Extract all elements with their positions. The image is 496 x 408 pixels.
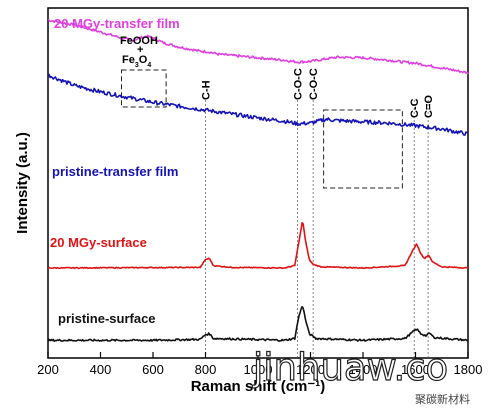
- guide-lines: [205, 100, 429, 358]
- peak-labels: C-H C-O-C C-O-C C-C C=O: [201, 68, 436, 118]
- series-label-pristine-transfer-film: pristine-transfer film: [52, 164, 178, 179]
- x-tick-label-400: 400: [90, 362, 112, 377]
- series-label-pristine-surface: pristine-surface: [58, 311, 156, 326]
- x-tick-label-800: 800: [195, 362, 217, 377]
- series-label-20mgy-transfer-film: 20 MGy-transfer film: [54, 16, 180, 31]
- x-tick-label-1400: 1400: [349, 362, 378, 377]
- watermark-text: jinhuaw.co: [252, 346, 448, 389]
- series-layer: [47, 19, 469, 342]
- highlight-box-0: [121, 69, 167, 108]
- plot-frame: [47, 7, 469, 359]
- x-tick-label-200: 200: [37, 362, 59, 377]
- series-line-3: [47, 305, 469, 342]
- peak-label-3: C-C: [409, 98, 421, 118]
- highlight-boxes: [121, 69, 403, 189]
- highlight-box-1: [323, 109, 403, 189]
- x-tick-label-1800: 1800: [454, 362, 483, 377]
- series-line-1: [47, 73, 469, 136]
- annotation-plus: +: [137, 44, 143, 56]
- annotation-fe3o4: Fe3O4: [122, 54, 151, 69]
- series-line-2: [47, 222, 469, 270]
- x-tick-label-600: 600: [142, 362, 164, 377]
- annotation-feooh: FeOOH: [120, 35, 158, 47]
- peak-label-4: C=O: [423, 95, 435, 118]
- watermark-small-text: 聚碳新材料: [415, 392, 470, 406]
- peak-label-2: C-O-C: [308, 68, 320, 100]
- series-label-20mgy-surface: 20 MGy-surface: [50, 235, 147, 250]
- x-axis-tick-labels: 200 400 600 800 1000 1200 1400 1600 1800: [37, 362, 482, 377]
- x-axis-title: Raman shift (cm⁻¹): [191, 378, 326, 395]
- y-axis-title: Intensity (a.u.): [14, 132, 31, 234]
- peak-label-1: C-O-C: [292, 68, 304, 100]
- peak-label-0: C-H: [201, 80, 213, 100]
- x-tick-label-1000: 1000: [244, 362, 273, 377]
- x-tick-label-1200: 1200: [296, 362, 325, 377]
- x-axis-ticks: [47, 352, 469, 358]
- x-tick-label-1600: 1600: [401, 362, 430, 377]
- series-line-0: [48, 19, 469, 75]
